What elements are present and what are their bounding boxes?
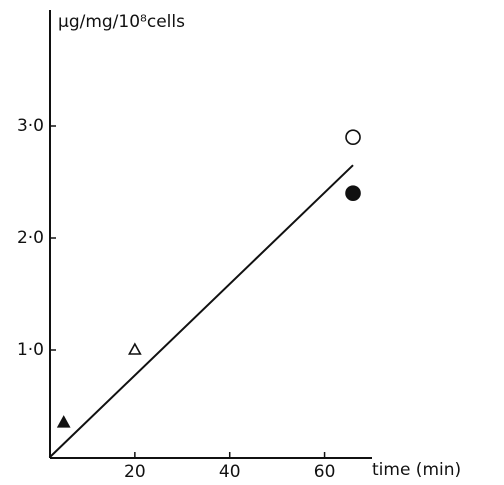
x-tick-label: 60 [314, 462, 336, 482]
x-tick-label: 20 [124, 462, 146, 482]
point [56, 415, 71, 428]
point [345, 129, 361, 145]
x-axis-label: time (min) [372, 460, 461, 480]
y-tick-label: 3·0 [17, 116, 44, 136]
y-axis-label: μg/mg/10⁸cells [58, 12, 185, 32]
y-tick-label: 2·0 [17, 228, 44, 248]
point [128, 342, 142, 355]
fit-line [48, 164, 354, 459]
x-tick-label: 40 [219, 462, 241, 482]
y-tick-label: 1·0 [17, 340, 44, 360]
point [345, 185, 361, 201]
